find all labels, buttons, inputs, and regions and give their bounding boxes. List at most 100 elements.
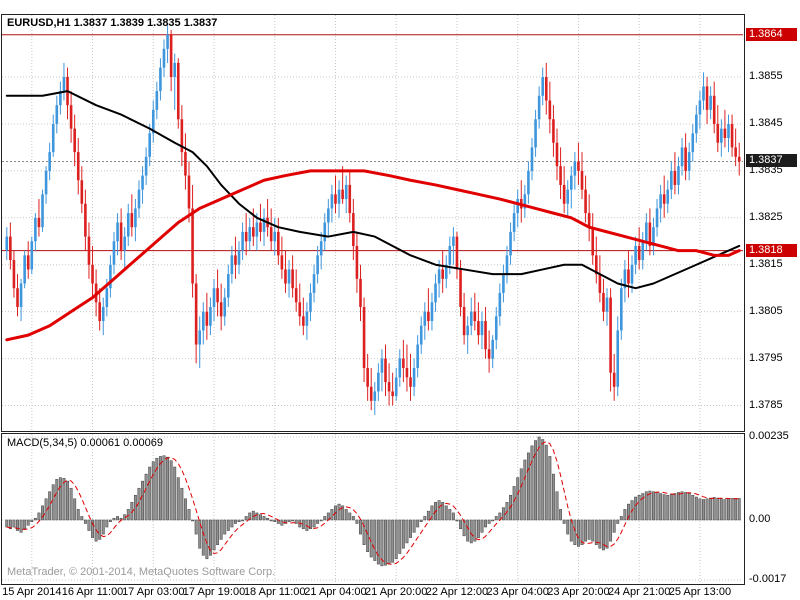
candle-up [527,170,530,195]
macd-bar [112,517,116,521]
macd-bar [205,519,209,560]
candle-up [5,236,9,251]
time-axis-label: 17 Apr 03:00 [122,586,185,598]
candle-down [194,283,198,345]
macd-bar [576,519,580,547]
macd-bar [459,519,462,530]
candle-up [702,86,705,101]
price-axis-label: 1.3795 [749,351,783,364]
candle-up [148,133,151,157]
price-axis-label: 1.3855 [749,70,783,82]
macd-bar [12,519,16,528]
candle-up [709,95,712,110]
candle-down [487,349,491,359]
candle-up [59,91,62,106]
candle-down [348,184,352,214]
candle-up [505,255,509,275]
candle-down [716,123,720,143]
candle-up [687,152,691,171]
price-axis-label: 1.3815 [749,257,783,270]
candle-up [41,194,44,228]
candle-up [30,241,34,270]
candle-up [323,222,327,242]
macd-bar [523,459,527,521]
candle-down [284,269,287,284]
candle-up [237,250,241,265]
candle-down [555,142,559,167]
candle-down [462,306,466,336]
macd-bar [212,519,216,551]
candle-up [516,199,519,214]
candle-down [369,386,373,401]
macd-bar [530,445,534,521]
time-axis-label: 23 Apr 04:00 [486,586,549,598]
candle-up [691,133,695,153]
grid-layer [2,15,743,583]
candle-down [662,194,666,204]
candle-up [212,288,216,307]
candle-up [452,236,455,246]
candle-up [530,147,534,171]
panel-border-main [1,14,745,432]
candle-up [109,264,112,289]
candle-down [80,180,84,204]
macd-bar [244,516,248,521]
candle-down [723,128,727,139]
macd-axis-label: -0.0017 [749,573,787,585]
candle-up [412,367,416,387]
macd-bar [373,519,377,561]
candle-down [627,269,630,284]
candle-up [137,189,141,209]
macd-bar [226,519,230,531]
macd-bar [426,510,430,521]
price-axis-label: 1.3805 [749,304,783,317]
macd-bar [680,491,684,521]
candle-down [387,382,391,392]
macd-bar [705,498,709,521]
candle-down [187,175,191,209]
macd-bar [248,512,252,521]
macd-bar [98,519,102,540]
macd-bar [133,495,137,521]
macd-bar [534,440,538,521]
chart-plot[interactable] [0,0,746,600]
macd-value-axis[interactable]: 0.00235 0.00 -0.0017 [746,0,800,600]
candle-up [19,283,23,307]
candle-up [198,330,202,345]
candle-up [327,208,330,223]
macd-bar [469,519,473,544]
candle-down [119,222,123,251]
price-axis[interactable]: 1.3855 1.3845 1.3835 1.3825 1.3815 1.3805 1.37… [746,0,800,600]
macd-bar [580,519,584,545]
macd-bar [91,519,94,538]
macd-bar [169,460,173,521]
candle-up [166,34,169,49]
candle-up [698,100,702,115]
candle-up [319,241,323,256]
candle-down [334,194,337,204]
candle-down [705,86,709,110]
macd-bar [262,516,266,521]
candle-down [205,311,209,326]
macd-bar [101,519,105,535]
macd-bar [587,519,591,540]
macd-bar [305,519,309,531]
candle-down [609,297,612,373]
macd-bar [273,519,277,522]
candle-down [269,227,273,242]
candle-up [101,306,105,322]
candle-up [423,311,427,326]
macd-bar [158,456,162,521]
candle-up [659,194,662,209]
candle-up [162,48,166,68]
macd-bar [344,509,348,521]
candle-down [591,227,595,256]
price-badge-support: 1.3818 [746,243,797,257]
macd-bar [87,519,91,531]
macd-bar [662,494,666,521]
candle-down [16,288,19,307]
time-axis[interactable]: 15 Apr 2014 16 Apr 11:00 17 Apr 03:00 17 Ap… [0,585,746,600]
macd-bar [591,519,595,542]
candle-up [630,264,634,284]
candle-down [130,213,134,228]
